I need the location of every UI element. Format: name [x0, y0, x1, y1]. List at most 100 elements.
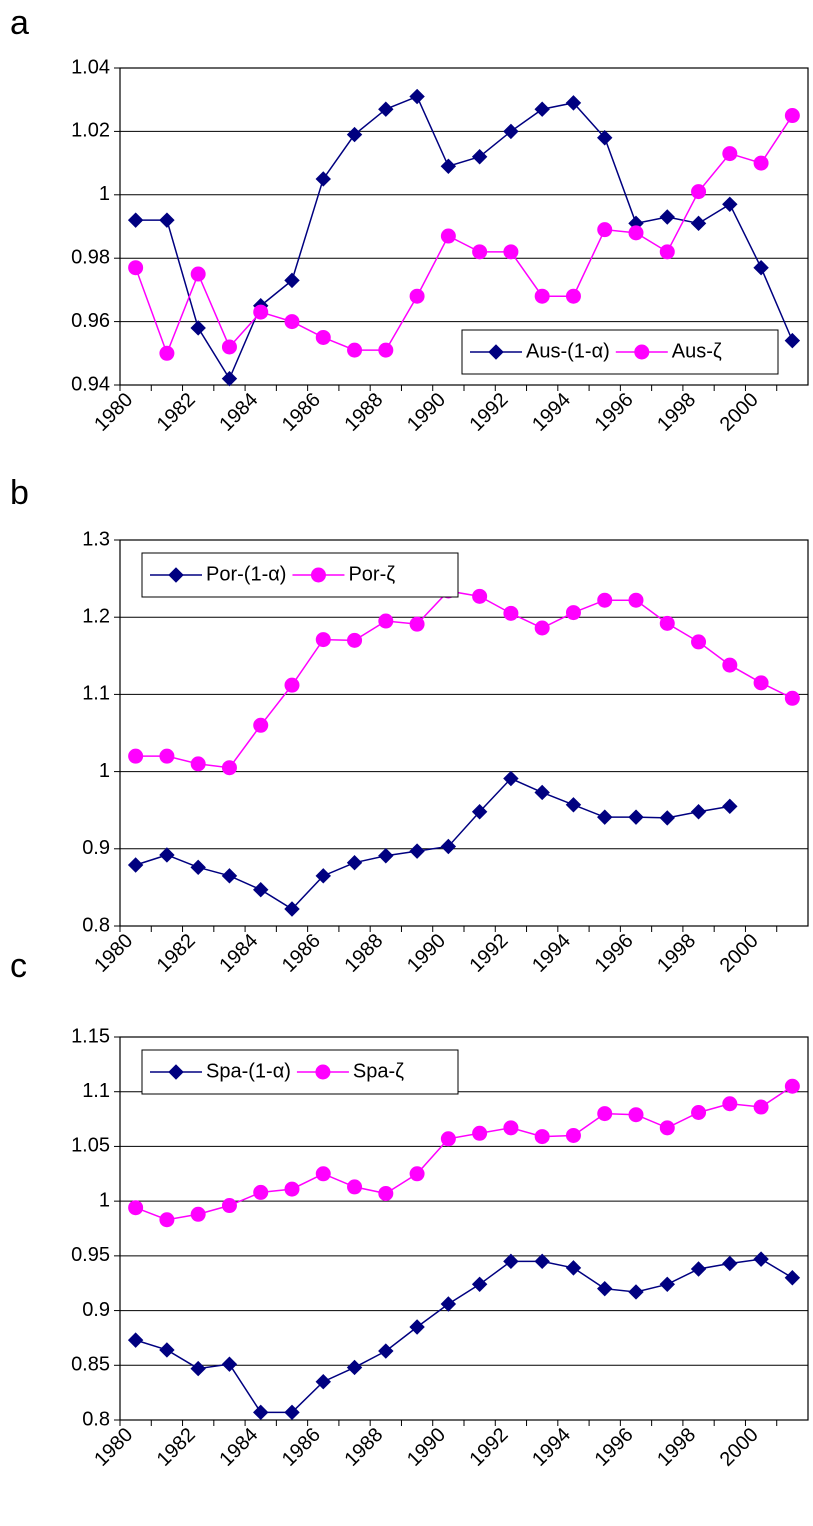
x-tick-label: 1988: [340, 389, 387, 436]
data-point: [503, 1253, 519, 1270]
data-point: [440, 1296, 457, 1312]
data-point: [315, 171, 331, 187]
data-point: [628, 809, 644, 825]
data-point: [253, 717, 269, 733]
x-tick-label: 1986: [278, 1424, 325, 1471]
data-point: [690, 215, 707, 232]
data-point: [503, 605, 519, 621]
x-tick-label: 1992: [466, 1424, 513, 1471]
data-point: [659, 1120, 675, 1136]
y-tick-label: 1: [99, 760, 110, 782]
data-point: [346, 854, 363, 871]
data-point: [565, 288, 581, 304]
data-point: [409, 616, 425, 632]
x-tick-label: 1984: [215, 930, 262, 977]
data-point: [784, 1078, 800, 1094]
data-point: [440, 228, 456, 244]
x-tick-label: 1998: [653, 930, 700, 977]
data-point: [159, 345, 175, 361]
data-point: [284, 677, 300, 693]
plot-area: [120, 1037, 808, 1420]
data-point: [128, 1200, 144, 1216]
y-tick-label: 1.02: [71, 120, 110, 142]
data-point: [690, 1261, 707, 1277]
data-point: [190, 1206, 206, 1222]
x-tick-label: 1986: [278, 389, 325, 436]
data-point: [253, 882, 269, 898]
data-point: [221, 339, 237, 355]
data-point: [315, 329, 331, 345]
data-point: [565, 1127, 581, 1143]
y-tick-label: 0.9: [82, 837, 110, 859]
data-point: [659, 615, 675, 631]
data-point: [628, 1107, 644, 1123]
data-point: [284, 1181, 300, 1197]
data-point: [347, 632, 363, 648]
data-point: [503, 770, 519, 787]
legend-label: Spa-ζ: [353, 1060, 404, 1082]
data-point: [378, 613, 394, 629]
data-point: [253, 1184, 269, 1200]
x-tick-label: 1992: [466, 930, 513, 977]
data-point: [659, 1276, 675, 1293]
data-point: [190, 756, 206, 772]
y-tick-label: 1.1: [82, 683, 110, 705]
data-point: [440, 838, 457, 855]
x-tick-label: 1980: [90, 389, 137, 436]
data-point: [159, 212, 175, 228]
data-point: [597, 809, 613, 825]
data-point: [221, 1356, 238, 1372]
data-point: [315, 1166, 331, 1182]
data-point: [159, 847, 175, 863]
x-tick-label: 1996: [591, 389, 638, 436]
x-tick-label: 1980: [90, 930, 137, 977]
data-point: [221, 370, 238, 387]
y-tick-label: 1.04: [71, 56, 110, 78]
data-point: [534, 620, 550, 636]
data-point: [565, 1260, 582, 1276]
data-point: [346, 1359, 363, 1376]
y-tick-label: 0.85: [71, 1354, 110, 1376]
data-point: [691, 634, 707, 650]
data-point: [503, 1120, 519, 1136]
series-line: [134, 115, 793, 356]
data-point: [534, 784, 550, 801]
x-tick-label: 2000: [716, 930, 763, 977]
x-tick-label: 1984: [215, 389, 262, 436]
x-tick-label: 2000: [716, 389, 763, 436]
data-point: [784, 690, 800, 706]
data-point: [409, 843, 425, 859]
x-tick-label: 1986: [278, 930, 325, 977]
data-point: [659, 244, 675, 260]
data-point: [722, 1096, 738, 1112]
data-point: [440, 158, 457, 174]
x-tick-label: 1990: [403, 389, 450, 436]
data-point: [534, 1253, 550, 1270]
y-tick-label: 1.05: [71, 1135, 110, 1157]
data-point: [753, 260, 769, 276]
x-tick-label: 1980: [90, 1424, 137, 1471]
data-point: [722, 196, 738, 213]
data-point: [159, 748, 175, 764]
data-point: [691, 184, 707, 200]
y-tick-label: 0.8: [82, 914, 110, 936]
x-tick-label: 1982: [153, 930, 200, 977]
y-tick-label: 0.96: [71, 310, 110, 332]
data-point: [409, 1166, 425, 1182]
data-point: [315, 1373, 331, 1390]
x-tick-label: 2000: [716, 1424, 763, 1471]
data-point: [378, 1343, 394, 1359]
data-point: [565, 605, 581, 621]
legend-label: Por-(1-α): [206, 563, 286, 585]
y-tick-label: 1: [99, 183, 110, 205]
data-point: [597, 130, 613, 146]
data-point: [628, 592, 644, 608]
data-point: [284, 901, 300, 917]
data-point: [253, 1404, 269, 1421]
data-point: [347, 342, 363, 358]
y-tick-label: 0.95: [71, 1244, 110, 1266]
data-point: [534, 101, 550, 117]
panel-label: b: [10, 474, 29, 512]
data-point: [409, 288, 425, 304]
